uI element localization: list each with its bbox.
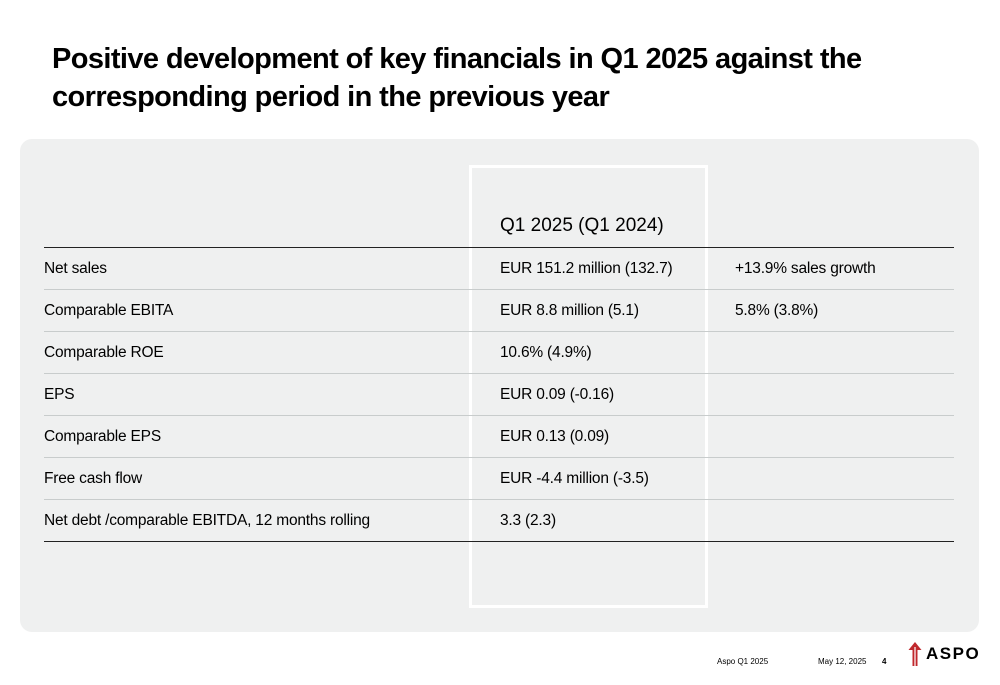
table-row-comparable-roe: Comparable ROE 10.6% (4.9%) <box>44 332 954 374</box>
row-value: EUR 151.2 million (132.7) <box>500 260 673 277</box>
logo-text: ASPO <box>926 644 981 663</box>
table-row-free-cash-flow: Free cash flow EUR -4.4 million (-3.5) <box>44 458 954 500</box>
row-value: EUR 8.8 million (5.1) <box>500 302 639 319</box>
row-value: 3.3 (2.3) <box>500 512 556 529</box>
table-row-eps: EPS EUR 0.09 (-0.16) <box>44 374 954 416</box>
row-value: EUR 0.09 (-0.16) <box>500 386 614 403</box>
row-note: +13.9% sales growth <box>735 260 876 277</box>
column-header-q1-2025: Q1 2025 (Q1 2024) <box>500 215 664 236</box>
row-value: 10.6% (4.9%) <box>500 344 592 361</box>
table-row-comparable-eps: Comparable EPS EUR 0.13 (0.09) <box>44 416 954 458</box>
aspo-logo: ASPO <box>907 640 980 668</box>
row-label: Net sales <box>44 260 107 277</box>
table-row-net-debt-ebitda: Net debt /comparable EBITDA, 12 months r… <box>44 500 954 541</box>
content-panel <box>20 139 979 632</box>
footer-date: May 12, 2025 <box>818 657 867 666</box>
footer-company: Aspo Q1 2025 <box>717 657 769 666</box>
row-label: Comparable EPS <box>44 428 161 445</box>
slide-title: Positive development of key financials i… <box>52 43 862 113</box>
row-note: 5.8% (3.8%) <box>735 302 819 319</box>
row-label: EPS <box>44 386 75 403</box>
row-label: Net debt /comparable EBITDA, 12 months r… <box>44 512 370 529</box>
footer-page-number: 4 <box>882 657 887 666</box>
table-row-net-sales: Net sales EUR 151.2 million (132.7) +13.… <box>44 248 954 290</box>
highlight-column-frame <box>469 165 708 608</box>
row-label: Comparable EBITA <box>44 302 174 319</box>
row-label: Free cash flow <box>44 470 142 487</box>
row-label: Comparable ROE <box>44 344 164 361</box>
row-value: EUR 0.13 (0.09) <box>500 428 609 445</box>
row-value: EUR -4.4 million (-3.5) <box>500 470 649 487</box>
financials-table: Net sales EUR 151.2 million (132.7) +13.… <box>44 247 954 542</box>
aspo-arrow-icon <box>908 642 922 666</box>
table-row-comparable-ebita: Comparable EBITA EUR 8.8 million (5.1) 5… <box>44 290 954 332</box>
